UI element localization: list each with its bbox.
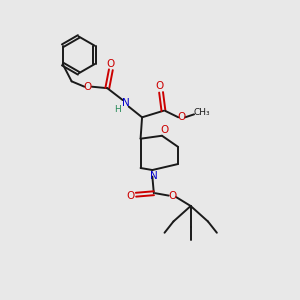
Text: N: N xyxy=(150,171,158,181)
Text: H: H xyxy=(114,105,121,114)
Text: O: O xyxy=(107,59,115,69)
Text: CH₃: CH₃ xyxy=(194,108,210,117)
Text: O: O xyxy=(84,82,92,92)
Text: O: O xyxy=(155,81,164,92)
Text: O: O xyxy=(177,112,185,122)
Text: O: O xyxy=(161,125,169,135)
Text: O: O xyxy=(168,190,176,201)
Text: N: N xyxy=(122,98,130,108)
Text: O: O xyxy=(126,190,134,201)
